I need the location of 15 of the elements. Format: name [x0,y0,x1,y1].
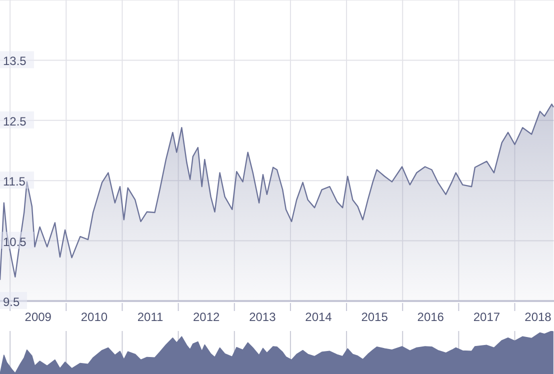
x-tick-label: 2017 [473,310,500,324]
x-tick-label: 2014 [305,310,332,324]
y-tick-label: 13.5 [3,54,27,68]
x-tick-label: 2012 [192,310,220,324]
x-tick-label: 2016 [417,310,444,324]
x-tick-label: 2018 [524,310,552,324]
y-tick-label: 11.5 [3,174,26,189]
x-tick-label: 2011 [137,310,164,324]
y-tick-label: 10.5 [3,234,27,249]
y-tick-label: 9.5 [3,295,20,309]
x-tick-label: 2013 [249,310,276,324]
y-tick-label: 12.5 [3,114,27,128]
x-tick-label: 2010 [80,310,108,324]
x-tick-label: 2009 [24,310,52,324]
x-tick-label: 2015 [361,310,388,324]
